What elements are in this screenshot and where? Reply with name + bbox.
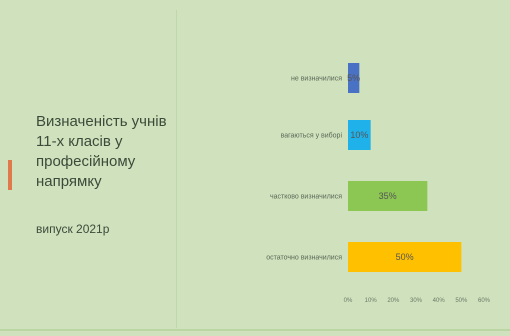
- data-label-3: 35%: [379, 191, 397, 201]
- x-tick-label-7: 60%: [478, 298, 491, 304]
- bar-3: [348, 181, 428, 211]
- slide-subtitle: випуск 2021р: [36, 222, 110, 236]
- slide-title: Визначеність учнів 11-х класів у професі…: [36, 112, 196, 192]
- data-label-4: 50%: [396, 252, 414, 262]
- bar-1: [348, 63, 360, 93]
- x-tick-label-4: 30%: [410, 298, 423, 304]
- accent-bar: [8, 160, 12, 190]
- title-line-2: 11-х класів у: [36, 133, 123, 150]
- bar-2: [348, 120, 371, 150]
- category-label-1: не визначилися: [291, 76, 342, 83]
- x-tick-label-6: 50%: [455, 298, 468, 304]
- category-label-2: вагаються у виборі: [281, 132, 343, 140]
- category-label-3: частково визначилися: [270, 194, 342, 201]
- category-label-4: остаточно визначилися: [266, 255, 342, 262]
- data-label-2: 10%: [350, 130, 368, 140]
- title-line-4: напрямку: [36, 173, 102, 190]
- x-tick-label-2: 10%: [365, 298, 378, 304]
- title-line-1: Визначеність учнів: [36, 113, 167, 130]
- bar-4: [348, 242, 462, 272]
- title-line-3: професійному: [36, 153, 136, 170]
- data-label-1: 5%: [347, 73, 360, 83]
- bottom-border: [0, 329, 510, 331]
- x-tick-label-3: 20%: [387, 298, 400, 304]
- x-tick-label-5: 40%: [433, 298, 446, 304]
- x-tick-label-1: 0%: [344, 298, 353, 304]
- panel-divider: [176, 10, 177, 328]
